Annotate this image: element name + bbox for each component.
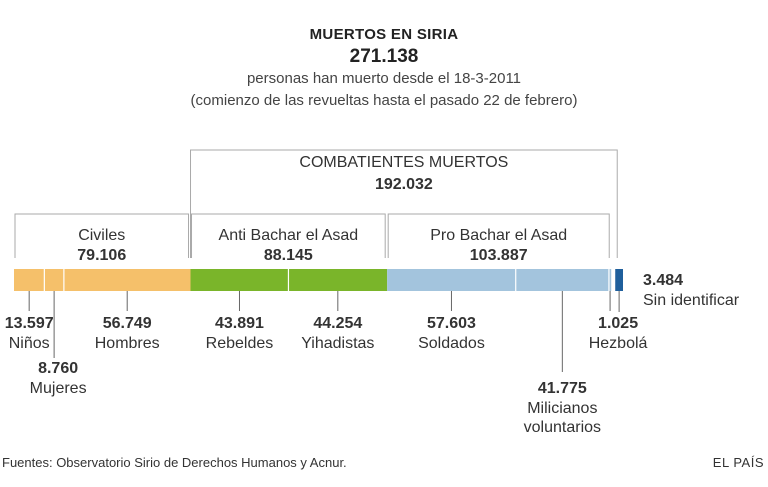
chart-title: MUERTOS EN SIRIA xyxy=(309,26,459,43)
combatants-title: COMBATIENTES MUERTOS xyxy=(299,154,508,171)
group-name-civiles: Civiles xyxy=(78,227,125,244)
name-label-rebeldes: Rebeldes xyxy=(206,335,274,352)
bar-yihadistas xyxy=(288,269,388,291)
value-label-sin-identificar: 3.484 xyxy=(643,272,683,289)
bracket-pro xyxy=(387,213,610,258)
bar-soldados xyxy=(387,269,516,291)
bracket-combatants xyxy=(190,149,618,258)
bar-hombres xyxy=(63,269,191,291)
combatants-total: 192.032 xyxy=(375,176,433,193)
name-label-hezbola: Hezbolá xyxy=(589,335,648,352)
group-name-pro: Pro Bachar el Asad xyxy=(430,227,567,244)
bar-milicianos xyxy=(515,269,609,291)
bar-sin-identificar xyxy=(615,269,623,291)
subtitle-line-2: (comienzo de las revueltas hasta el pasa… xyxy=(190,92,578,109)
bar-mujeres xyxy=(44,269,64,291)
group-total-pro: 103.887 xyxy=(470,247,528,264)
bar-rebeldes xyxy=(190,269,289,291)
name-label-milicianos: Milicianos xyxy=(527,400,597,417)
group-name-anti: Anti Bachar el Asad xyxy=(219,227,359,244)
name-label-ninos: Niños xyxy=(9,335,50,352)
name-label-milicianos-line2: voluntarios xyxy=(524,419,601,436)
bracket-anti xyxy=(191,213,386,258)
bar-hezbola xyxy=(608,269,612,291)
name-label-soldados: Soldados xyxy=(418,335,485,352)
group-total-civiles: 79.106 xyxy=(77,247,126,264)
value-label-milicianos: 41.775 xyxy=(538,380,587,397)
source-note: Fuentes: Observatorio Sirio de Derechos … xyxy=(2,455,347,470)
value-label-hombres: 56.749 xyxy=(103,315,152,332)
value-label-hezbola: 1.025 xyxy=(598,315,638,332)
value-label-soldados: 57.603 xyxy=(427,315,476,332)
name-label-hombres: Hombres xyxy=(95,335,160,352)
bracket-civiles xyxy=(14,213,190,258)
total-deaths: 271.138 xyxy=(349,46,419,67)
name-label-yihadistas: Yihadistas xyxy=(301,335,374,352)
value-label-rebeldes: 43.891 xyxy=(215,315,264,332)
value-label-ninos: 13.597 xyxy=(5,315,54,332)
name-label-mujeres: Mujeres xyxy=(30,380,87,397)
bar-ninos xyxy=(14,269,45,291)
name-label-sin-identificar: Sin identificar xyxy=(643,292,740,309)
value-label-yihadistas: 44.254 xyxy=(313,315,362,332)
value-label-mujeres: 8.760 xyxy=(38,360,78,377)
subtitle-line-1: personas han muerto desde el 18-3-2011 xyxy=(246,70,522,87)
brand-logo-text: EL PAÍS xyxy=(712,455,764,470)
group-total-anti: 88.145 xyxy=(264,247,313,264)
